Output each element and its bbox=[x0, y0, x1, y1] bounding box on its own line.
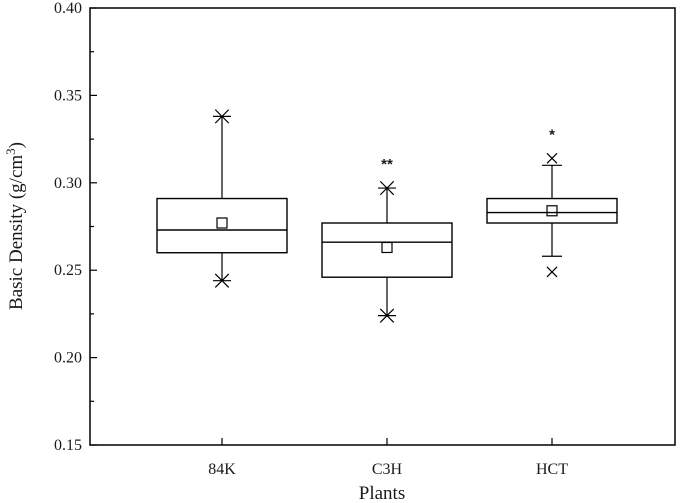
y-tick-label: 0.35 bbox=[54, 87, 82, 104]
y-tick-label: 0.15 bbox=[54, 437, 82, 454]
plot-frame bbox=[89, 7, 676, 446]
cross-stroke bbox=[546, 266, 558, 278]
y-axis-label: Basic Density (g/cm3) bbox=[3, 142, 27, 310]
iqr-box bbox=[486, 197, 618, 224]
outlier-x-marker bbox=[546, 266, 558, 278]
y-tick-label: 0.20 bbox=[54, 350, 82, 367]
iqr-box bbox=[156, 197, 288, 254]
box-c3h: ** bbox=[321, 156, 453, 323]
star-stroke bbox=[214, 273, 230, 288]
star-marker bbox=[378, 308, 396, 323]
x-tick-label: 84K bbox=[208, 461, 236, 478]
y-axis-label-superscript: 3 bbox=[3, 148, 18, 155]
significance-label: * bbox=[549, 126, 555, 143]
iqr-box bbox=[321, 222, 453, 278]
x-tick-label: HCT bbox=[536, 461, 568, 478]
y-axis: 0.15 0.20 0.25 0.30 0.35 0.40 bbox=[54, 0, 97, 454]
x-axis-label: Plants bbox=[359, 483, 405, 503]
cross-stroke bbox=[546, 152, 558, 164]
y-tick-label: 0.25 bbox=[54, 262, 82, 279]
star-stroke bbox=[379, 180, 395, 196]
y-axis-label-close: ) bbox=[6, 142, 27, 148]
box-84k bbox=[156, 109, 288, 288]
box-hct: * bbox=[486, 126, 618, 278]
x-axis: 84K C3H HCT bbox=[208, 438, 568, 478]
y-tick-label: 0.30 bbox=[54, 175, 82, 192]
mean-marker bbox=[216, 217, 228, 229]
star-marker bbox=[213, 109, 231, 124]
y-axis-label-main: Basic Density (g/cm bbox=[6, 155, 27, 310]
significance-label: ** bbox=[381, 156, 393, 173]
star-stroke bbox=[214, 109, 230, 124]
star-stroke bbox=[379, 308, 395, 323]
x-tick-label: C3H bbox=[372, 461, 403, 478]
y-tick-label: 0.40 bbox=[54, 0, 82, 17]
mean-marker bbox=[381, 241, 393, 254]
star-marker bbox=[378, 180, 396, 196]
box-series: *** bbox=[156, 109, 618, 323]
outlier-x-marker bbox=[546, 152, 558, 164]
star-marker bbox=[213, 273, 231, 288]
mean-marker bbox=[546, 205, 558, 217]
